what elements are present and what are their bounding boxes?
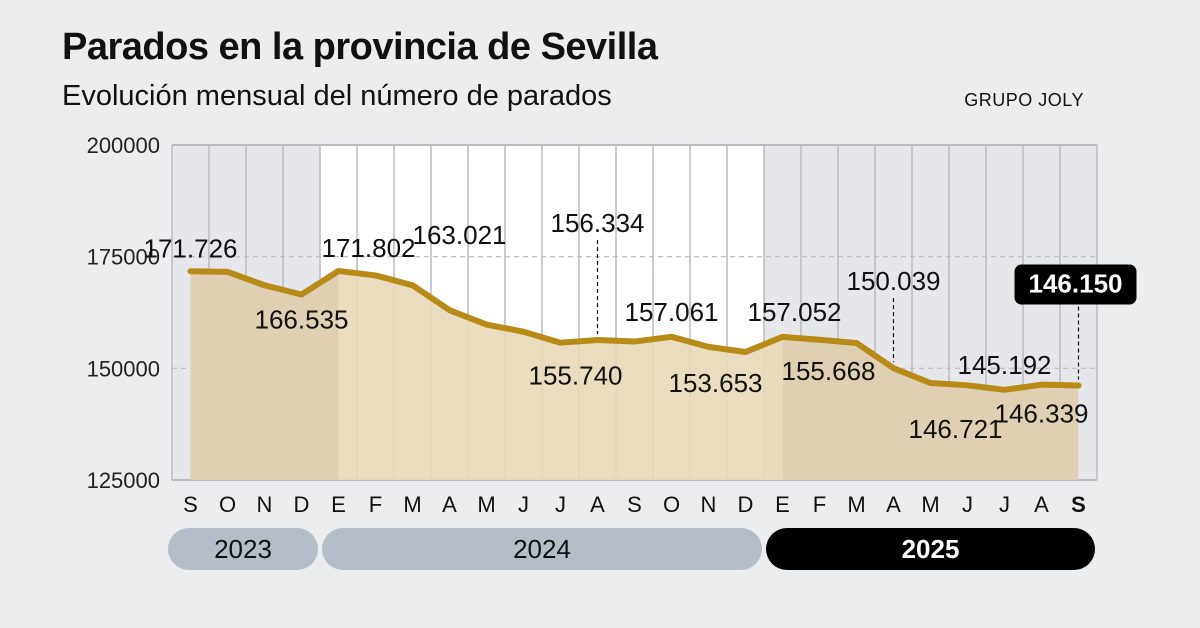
data-label-highlight: 146.150 <box>1029 269 1123 299</box>
data-point <box>706 344 711 349</box>
x-tick-label: S <box>627 492 642 517</box>
x-tick-label: M <box>477 492 495 517</box>
data-point <box>595 338 600 343</box>
data-point <box>262 283 267 288</box>
source-credit: GRUPO JOLY <box>964 90 1084 110</box>
series-area-shade-2023 <box>190 270 339 480</box>
y-tick-label: 175000 <box>87 245 160 270</box>
data-label: 157.052 <box>748 297 842 327</box>
data-point <box>817 337 822 342</box>
x-tick-label: F <box>813 492 826 517</box>
x-tick-label: D <box>294 492 310 517</box>
data-point <box>1076 383 1081 388</box>
data-label: 155.740 <box>529 361 623 391</box>
x-tick-label: E <box>331 492 346 517</box>
data-label: 163.021 <box>413 220 507 250</box>
y-tick-label: 150000 <box>87 356 160 381</box>
data-label: 150.039 <box>847 266 941 296</box>
data-point <box>299 292 304 297</box>
data-point <box>447 308 452 313</box>
x-tick-label: A <box>1034 492 1049 517</box>
data-point <box>780 334 785 339</box>
x-tick-label: D <box>738 492 754 517</box>
data-point <box>965 383 970 388</box>
year-pill-2024 <box>322 528 762 570</box>
x-tick-label: J <box>999 492 1010 517</box>
x-tick-label: O <box>219 492 236 517</box>
year-label-2024: 2024 <box>513 534 571 564</box>
year-label-2025: 2025 <box>902 534 960 564</box>
x-tick-label: E <box>775 492 790 517</box>
series-area-shade-2025 <box>782 336 1079 480</box>
data-point <box>928 380 933 385</box>
x-tick-label: F <box>369 492 382 517</box>
y-tick-label: 125000 <box>87 468 160 493</box>
data-point <box>521 329 526 334</box>
year-pill-2023 <box>168 528 318 570</box>
x-tick-label: J <box>518 492 529 517</box>
x-tick-label: A <box>886 492 901 517</box>
x-tick-label: S <box>1071 492 1086 517</box>
data-point <box>410 283 415 288</box>
data-label: 145.192 <box>958 350 1052 380</box>
x-tick-label: A <box>590 492 605 517</box>
x-tick-label: J <box>962 492 973 517</box>
chart-subtitle: Evolución mensual del número de parados <box>62 80 612 112</box>
data-label: 171.726 <box>144 233 238 263</box>
x-tick-label: N <box>701 492 717 517</box>
data-point <box>373 273 378 278</box>
year-pill-2025 <box>766 528 1095 570</box>
data-label: 146.721 <box>909 414 1003 444</box>
data-point <box>743 350 748 355</box>
data-point <box>225 269 230 274</box>
data-point <box>336 268 341 273</box>
y-tick-label: 200000 <box>87 133 160 158</box>
data-point <box>1039 382 1044 387</box>
year-label-2023: 2023 <box>214 534 272 564</box>
x-tick-label: N <box>257 492 273 517</box>
data-point <box>891 366 896 371</box>
data-label: 166.535 <box>255 304 349 334</box>
data-label: 153.653 <box>669 368 763 398</box>
data-point <box>669 334 674 339</box>
highlight-label-box <box>1014 264 1137 305</box>
data-point <box>854 341 859 346</box>
data-point <box>484 322 489 327</box>
data-label: 171.802 <box>322 233 416 263</box>
data-point <box>188 269 193 274</box>
data-label: 146.339 <box>995 399 1089 429</box>
x-tick-label: O <box>663 492 680 517</box>
data-label: 156.334 <box>551 208 645 238</box>
x-tick-label: A <box>442 492 457 517</box>
data-point <box>558 340 563 345</box>
x-tick-label: M <box>403 492 421 517</box>
data-label: 155.668 <box>782 356 876 386</box>
x-tick-label: M <box>921 492 939 517</box>
data-point <box>1002 387 1007 392</box>
x-tick-label: M <box>847 492 865 517</box>
data-point <box>632 339 637 344</box>
data-label: 157.061 <box>625 297 719 327</box>
x-tick-label: S <box>183 492 198 517</box>
x-tick-label: J <box>555 492 566 517</box>
chart-title: Parados en la provincia de Sevilla <box>62 26 658 68</box>
